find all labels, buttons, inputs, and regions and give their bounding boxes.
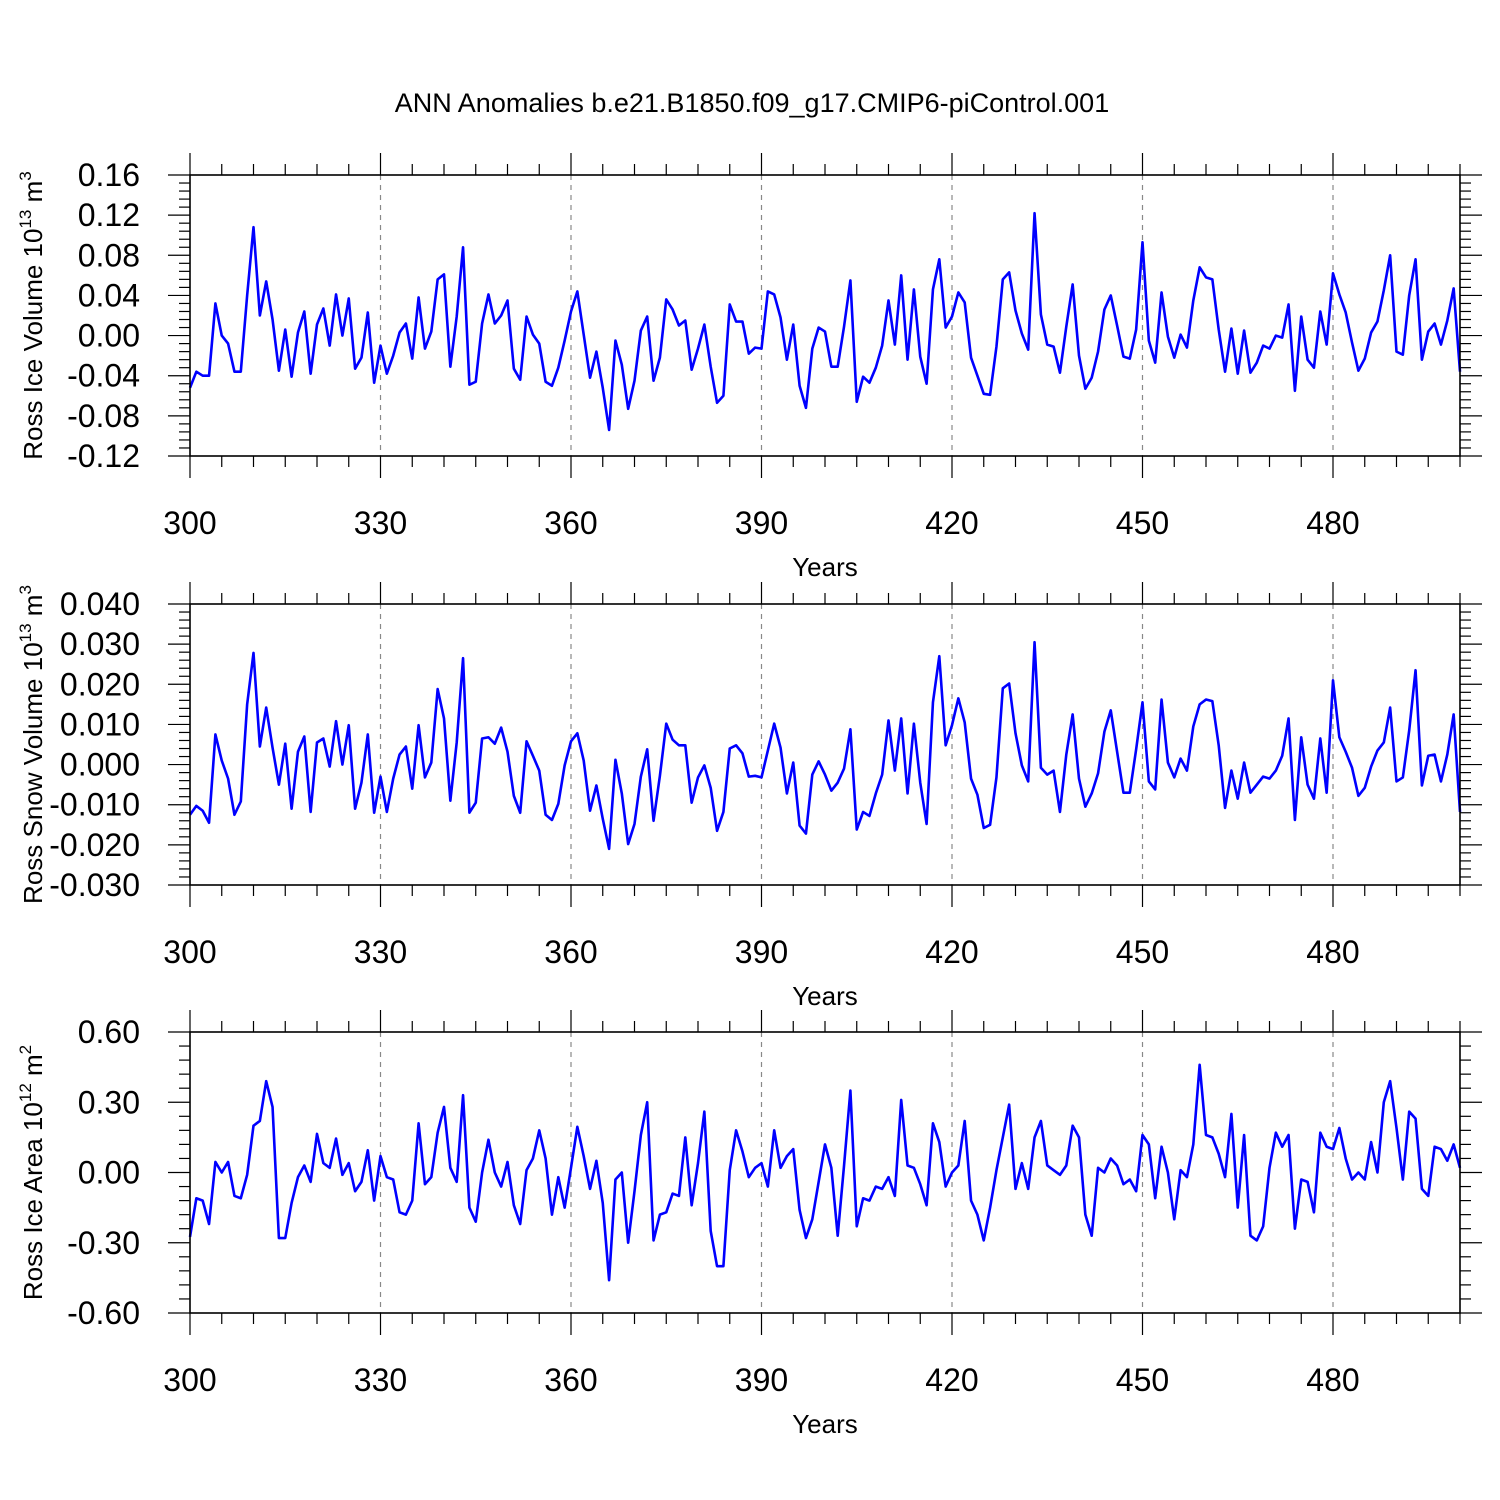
x-tick-label: 300 bbox=[163, 1362, 216, 1398]
x-tick-label: 420 bbox=[925, 934, 978, 970]
y-tick-label: 0.040 bbox=[60, 586, 140, 622]
x-tick-label: 450 bbox=[1116, 505, 1169, 541]
y-tick-label: 0.030 bbox=[60, 626, 140, 662]
y-tick-label: -0.30 bbox=[67, 1225, 140, 1261]
series-line bbox=[188, 1063, 1462, 1282]
x-tick-label: 450 bbox=[1116, 1362, 1169, 1398]
series-line bbox=[188, 640, 1462, 851]
x-tick-label: 360 bbox=[544, 934, 597, 970]
y-tick-label: 0.020 bbox=[60, 666, 140, 702]
y-axis-title-text: Ross Snow Volume 10 bbox=[18, 642, 48, 904]
x-tick-label: 390 bbox=[735, 1362, 788, 1398]
y-axis-title: Ross Ice Volume 1013 m3 bbox=[16, 171, 48, 460]
y-tick-label: -0.020 bbox=[49, 827, 140, 863]
panel-2: -0.030 -0.020 -0.010 0.000 0.010 0.020 0.030 0.… bbox=[16, 582, 1482, 1011]
y-tick-label: -0.04 bbox=[67, 358, 140, 394]
y-tick-label: -0.030 bbox=[49, 867, 140, 903]
y-axis-title-unit: m bbox=[18, 595, 48, 624]
plot-frame bbox=[189, 1031, 1461, 1314]
y-axis-title-exponent: 13 bbox=[16, 210, 35, 229]
x-tick-label: 300 bbox=[163, 505, 216, 541]
y-axis-title: Ross Ice Area 1012 m2 bbox=[16, 1045, 48, 1300]
y-tick-label: 0.30 bbox=[78, 1084, 140, 1120]
x-tick-label: 330 bbox=[354, 934, 407, 970]
series-line bbox=[188, 211, 1462, 432]
x-tick-label: 390 bbox=[735, 505, 788, 541]
x-tick-label: 360 bbox=[544, 505, 597, 541]
y-axis-title-exponent: 13 bbox=[16, 623, 35, 642]
y-axis-title-unit-exponent: 3 bbox=[16, 171, 35, 180]
y-axis-title-exponent: 12 bbox=[16, 1083, 35, 1102]
plot-frame bbox=[189, 174, 1461, 457]
y-tick-label: -0.08 bbox=[67, 398, 140, 434]
x-tick-label: 390 bbox=[735, 934, 788, 970]
y-tick-label: 0.00 bbox=[78, 318, 140, 354]
x-tick-label: 420 bbox=[925, 1362, 978, 1398]
y-tick-label: 0.00 bbox=[78, 1155, 140, 1191]
x-tick-label: 450 bbox=[1116, 934, 1169, 970]
x-tick-label: 480 bbox=[1306, 1362, 1359, 1398]
y-tick-label: -0.12 bbox=[67, 438, 140, 474]
y-axis-title-unit-exponent: 2 bbox=[16, 1045, 35, 1054]
y-axis-title-text: Ross Ice Area 10 bbox=[18, 1102, 48, 1300]
y-tick-label: 0.000 bbox=[60, 747, 140, 783]
x-axis-title: Years bbox=[792, 552, 858, 582]
y-tick-label: 0.16 bbox=[78, 157, 140, 193]
x-tick-label: 300 bbox=[163, 934, 216, 970]
y-tick-label: 0.12 bbox=[78, 197, 140, 233]
y-axis-title-unit-exponent: 3 bbox=[16, 585, 35, 594]
y-tick-label: -0.010 bbox=[49, 787, 140, 823]
y-tick-label: -0.60 bbox=[67, 1295, 140, 1331]
x-axis-title: Years bbox=[792, 981, 858, 1011]
main-title: ANN Anomalies b.e21.B1850.f09_g17.CMIP6-… bbox=[395, 88, 1109, 118]
y-tick-label: 0.60 bbox=[78, 1014, 140, 1050]
y-axis-title-unit: m bbox=[18, 181, 48, 210]
x-tick-label: 480 bbox=[1306, 934, 1359, 970]
x-tick-label: 330 bbox=[354, 1362, 407, 1398]
panel-3: -0.60 -0.30 0.00 0.30 0.60 300 330 360 390 420 450… bbox=[16, 1010, 1482, 1439]
x-tick-label: 360 bbox=[544, 1362, 597, 1398]
x-axis-title: Years bbox=[792, 1409, 858, 1439]
y-tick-label: 0.04 bbox=[78, 277, 140, 313]
x-tick-label: 480 bbox=[1306, 505, 1359, 541]
y-axis-title-text: Ross Ice Volume 10 bbox=[18, 229, 48, 460]
y-axis-title-unit: m bbox=[18, 1054, 48, 1083]
y-tick-label: 0.010 bbox=[60, 706, 140, 742]
x-tick-label: 420 bbox=[925, 505, 978, 541]
plot-frame bbox=[189, 603, 1461, 886]
x-tick-label: 330 bbox=[354, 505, 407, 541]
y-tick-label: 0.08 bbox=[78, 237, 140, 273]
y-axis-title: Ross Snow Volume 1013 m3 bbox=[16, 585, 48, 904]
